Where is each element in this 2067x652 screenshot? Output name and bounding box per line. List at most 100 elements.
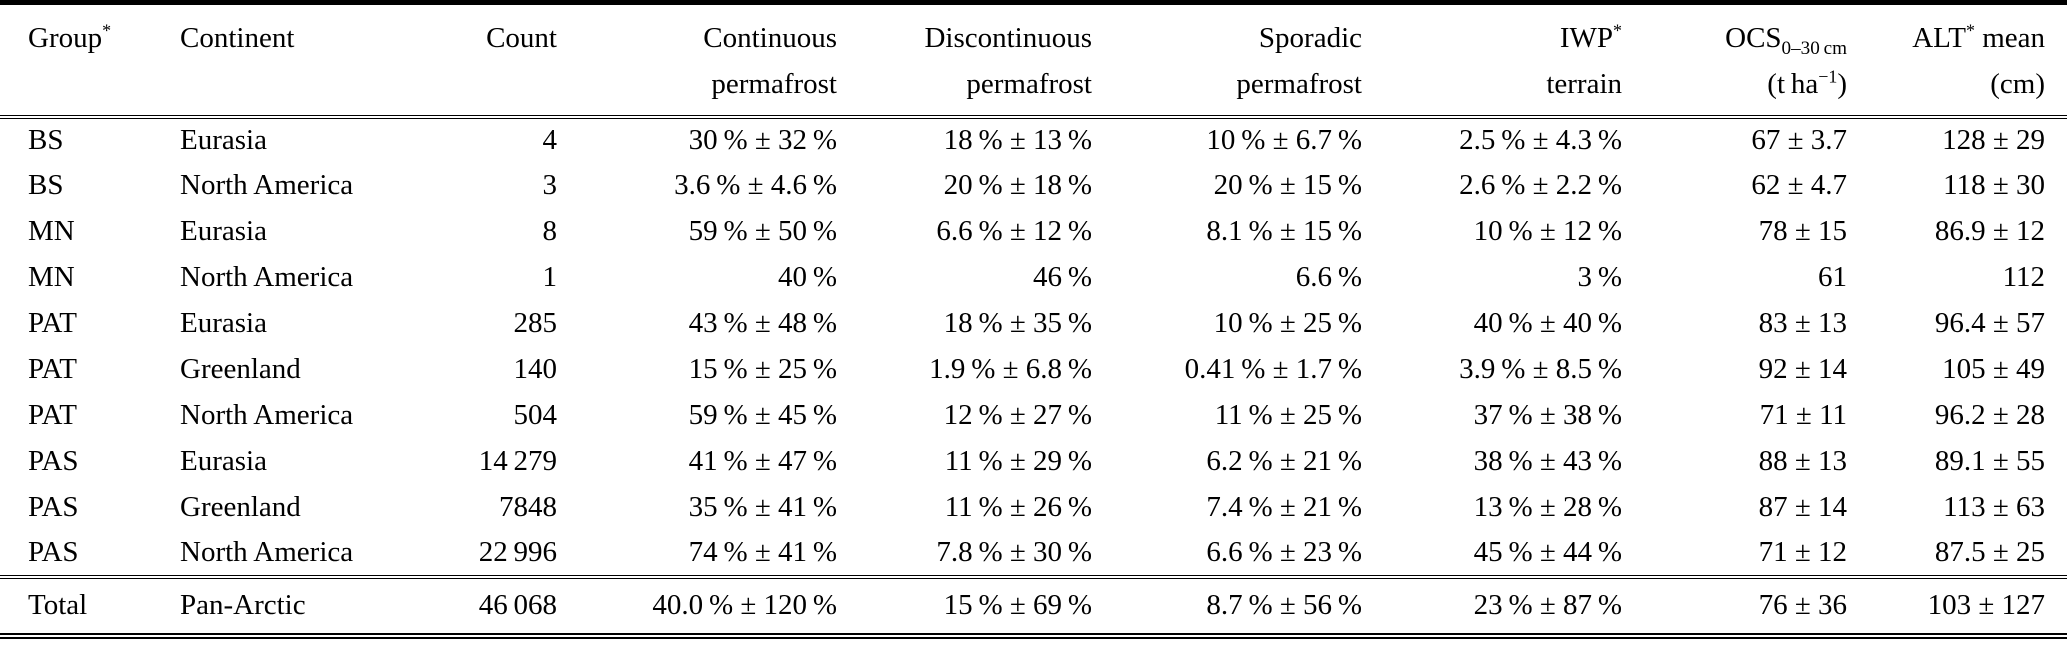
header-discontinuous-line1: Discontinuous <box>924 22 1092 54</box>
total-row: Total Pan-Arctic 46 068 40.0 % ± 120 % 1… <box>0 574 2067 636</box>
table-row: BS Eurasia 4 30 % ± 32 % 18 % ± 13 % 10 % ± 6… <box>0 117 2067 163</box>
cell-count: 7848 <box>499 491 557 523</box>
header-iwp-line2: terrain <box>1546 68 1622 100</box>
cell-discontinuous-permafrost: 7.8 % ± 30 % <box>936 536 1092 568</box>
cell-iwp-terrain: 37 % ± 38 % <box>1473 399 1622 431</box>
cell-iwp-terrain: 23 % ± 87 % <box>1370 574 1630 636</box>
table-row: PAS Eurasia 14 279 41 % ± 47 % 11 % ± 29 % 6.… <box>0 439 2067 485</box>
cell-ocs: 87 ± 14 <box>1758 491 1847 523</box>
cell-alt-mean: 105 ± 49 <box>1942 353 2045 385</box>
cell-continent: Eurasia <box>180 124 267 156</box>
cell-sporadic-permafrost: 6.6 % ± 23 % <box>1206 536 1362 568</box>
cell-continuous-permafrost: 15 % ± 25 % <box>688 353 837 385</box>
col-header-discontinuous-permafrost: Discontinuous permafrost <box>845 2 1100 119</box>
cell-continent: Eurasia <box>180 445 267 477</box>
cell-iwp-terrain: 13 % ± 28 % <box>1473 491 1622 523</box>
cell-ocs: 61 <box>1818 261 1847 293</box>
cell-sporadic-permafrost: 10 % ± 6.7 % <box>1206 124 1362 156</box>
table-row: PAS Greenland 7848 35 % ± 41 % 11 % ± 26 % 7.… <box>0 485 2067 531</box>
cell-continuous-permafrost: 30 % ± 32 % <box>688 124 837 156</box>
cell-sporadic-permafrost: 6.6 % <box>1295 261 1362 293</box>
cell-ocs: 76 ± 36 <box>1630 574 1855 636</box>
cell-iwp-terrain: 10 % ± 12 % <box>1473 215 1622 247</box>
cell-group: PAS <box>28 536 79 568</box>
col-header-iwp-terrain: IWP* terrain <box>1370 2 1630 119</box>
cell-alt-mean: 89.1 ± 55 <box>1934 445 2045 477</box>
cell-sporadic-permafrost: 10 % ± 25 % <box>1213 307 1362 339</box>
cell-group: PAT <box>28 399 77 431</box>
table-footer: Total Pan-Arctic 46 068 40.0 % ± 120 % 1… <box>0 574 2067 636</box>
header-continuous-line1: Continuous <box>703 22 837 54</box>
cell-group: Total <box>0 574 170 636</box>
cell-continuous-permafrost: 43 % ± 48 % <box>688 307 837 339</box>
cell-sporadic-permafrost: 8.1 % ± 15 % <box>1206 215 1362 247</box>
cell-ocs: 92 ± 14 <box>1758 353 1847 385</box>
cell-count: 1 <box>542 261 558 293</box>
cell-sporadic-permafrost: 0.41 % ± 1.7 % <box>1184 353 1362 385</box>
header-sporadic-line2: permafrost <box>1236 68 1362 100</box>
header-alt-label: ALT <box>1912 22 1966 54</box>
col-header-sporadic-permafrost: Sporadic permafrost <box>1100 2 1370 119</box>
cell-sporadic-permafrost: 20 % ± 15 % <box>1213 169 1362 201</box>
cell-continent: Greenland <box>180 353 301 385</box>
header-alt-asterisk: * <box>1965 20 1975 41</box>
cell-group: MN <box>28 215 75 247</box>
cell-continuous-permafrost: 74 % ± 41 % <box>688 536 837 568</box>
header-ocs-depth-subscript: 0–30 cm <box>1781 37 1847 59</box>
cell-alt-mean: 96.4 ± 57 <box>1934 307 2045 339</box>
header-group-asterisk: * <box>102 20 112 41</box>
cell-continuous-permafrost: 35 % ± 41 % <box>688 491 837 523</box>
cell-count: 140 <box>513 353 558 385</box>
table-row: MN Eurasia 8 59 % ± 50 % 6.6 % ± 12 % 8.1 % ±… <box>0 209 2067 255</box>
cell-continent: North America <box>180 169 354 201</box>
cell-continent: North America <box>180 536 354 568</box>
cell-continent: North America <box>180 399 354 431</box>
cell-discontinuous-permafrost: 15 % ± 69 % <box>845 574 1100 636</box>
header-count-label: Count <box>486 22 557 54</box>
header-group-label: Group <box>28 22 103 54</box>
cell-alt-mean: 96.2 ± 28 <box>1934 399 2045 431</box>
col-header-group: Group* <box>0 2 170 119</box>
table-body: BS Eurasia 4 30 % ± 32 % 18 % ± 13 % 10 % ± 6… <box>0 117 2067 577</box>
cell-discontinuous-permafrost: 1.9 % ± 6.8 % <box>929 353 1092 385</box>
col-header-continuous-permafrost: Continuous permafrost <box>565 2 845 119</box>
table-row: PAT North America 504 59 % ± 45 % 12 % ± 27 … <box>0 393 2067 439</box>
cell-discontinuous-permafrost: 20 % ± 18 % <box>943 169 1092 201</box>
table-row: PAT Greenland 140 15 % ± 25 % 1.9 % ± 6.8 % 0… <box>0 347 2067 393</box>
cell-continent: Pan-Arctic <box>170 574 420 636</box>
cell-ocs: 88 ± 13 <box>1758 445 1847 477</box>
cell-iwp-terrain: 2.5 % ± 4.3 % <box>1459 124 1622 156</box>
cell-ocs: 83 ± 13 <box>1758 307 1847 339</box>
cell-continuous-permafrost: 59 % ± 50 % <box>688 215 837 247</box>
header-continent-label: Continent <box>180 22 295 54</box>
header-discontinuous-line2: permafrost <box>966 68 1092 100</box>
header-row: Group* Continent Count Continuous permaf… <box>0 2 2067 119</box>
cell-discontinuous-permafrost: 12 % ± 27 % <box>943 399 1092 431</box>
cell-group: PAS <box>28 491 79 523</box>
cell-ocs: 78 ± 15 <box>1758 215 1847 247</box>
cell-discontinuous-permafrost: 11 % ± 26 % <box>944 491 1092 523</box>
cell-sporadic-permafrost: 6.2 % ± 21 % <box>1206 445 1362 477</box>
cell-ocs: 71 ± 11 <box>1759 399 1847 431</box>
cell-iwp-terrain: 45 % ± 44 % <box>1473 536 1622 568</box>
cell-count: 14 279 <box>478 445 557 477</box>
cell-count: 3 <box>542 169 558 201</box>
cell-continuous-permafrost: 40.0 % ± 120 % <box>565 574 845 636</box>
header-sporadic-line1: Sporadic <box>1258 22 1362 54</box>
table-row: PAS North America 22 996 74 % ± 41 % 7.8 % ±… <box>0 531 2067 577</box>
header-ocs-label: OCS <box>1725 22 1782 54</box>
header-iwp-asterisk: * <box>1613 20 1622 41</box>
cell-continent: North America <box>180 261 354 293</box>
cell-group: MN <box>28 261 75 293</box>
cell-discontinuous-permafrost: 18 % ± 13 % <box>943 124 1092 156</box>
cell-count: 285 <box>513 307 558 339</box>
cell-group: PAS <box>28 445 79 477</box>
table-row: BS North America 3 3.6 % ± 4.6 % 20 % ± 18 %… <box>0 163 2067 209</box>
cell-alt-mean: 118 ± 30 <box>1943 169 2045 201</box>
cell-group: BS <box>28 124 64 156</box>
cell-continent: Greenland <box>180 491 301 523</box>
cell-alt-mean: 113 ± 63 <box>1943 491 2045 523</box>
cell-continuous-permafrost: 40 % <box>778 261 837 293</box>
